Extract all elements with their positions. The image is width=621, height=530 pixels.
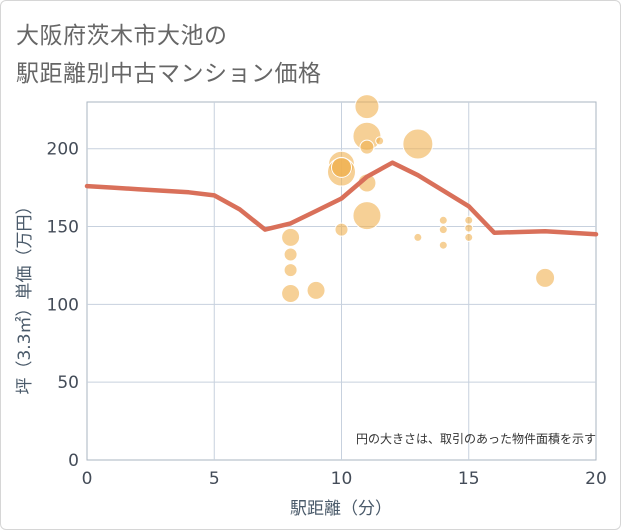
x-tick-label: 15 (458, 469, 480, 489)
data-bubble (438, 225, 448, 235)
data-bubble (359, 139, 375, 155)
data-bubble (375, 136, 385, 146)
x-axis-title: 駅距離（分） (290, 499, 392, 519)
data-bubble (283, 247, 298, 262)
data-bubble (331, 156, 352, 178)
y-tick-label: 50 (57, 373, 79, 393)
data-bubble (283, 263, 298, 278)
data-bubble (306, 280, 326, 300)
bubble-size-note: 円の大きさは、取引のあった物件面積を示す (356, 431, 596, 446)
data-bubble (281, 283, 301, 303)
line-layer (84, 160, 599, 237)
y-axis-title: 坪（3.3㎡）単価（万円） (15, 197, 35, 394)
y-tick-label: 200 (47, 140, 79, 160)
average-price-line (84, 160, 599, 237)
y-tick-label: 0 (68, 451, 79, 471)
data-bubble (464, 232, 474, 242)
data-bubble (438, 215, 448, 225)
x-tick-label: 10 (331, 469, 353, 489)
y-tick-label: 100 (47, 295, 79, 315)
data-bubble (402, 128, 434, 160)
data-bubble (352, 201, 382, 231)
y-tick-label: 150 (47, 218, 79, 238)
x-tick-label: 0 (82, 469, 93, 489)
chart-title-line-1: 大阪府茨木市大池の (16, 23, 228, 49)
data-bubble (413, 232, 423, 242)
data-bubble (281, 227, 301, 247)
data-bubble (334, 222, 349, 237)
data-bubble (438, 240, 448, 250)
data-bubble (464, 215, 474, 225)
chart-title-line-2: 駅距離別中古マンション価格 (16, 61, 322, 87)
data-bubble (354, 94, 380, 120)
x-tick-label: 5 (209, 469, 220, 489)
bubble-layer (281, 94, 556, 303)
data-bubble (464, 223, 474, 233)
x-tick-label: 20 (585, 469, 607, 489)
data-bubble (535, 267, 556, 288)
